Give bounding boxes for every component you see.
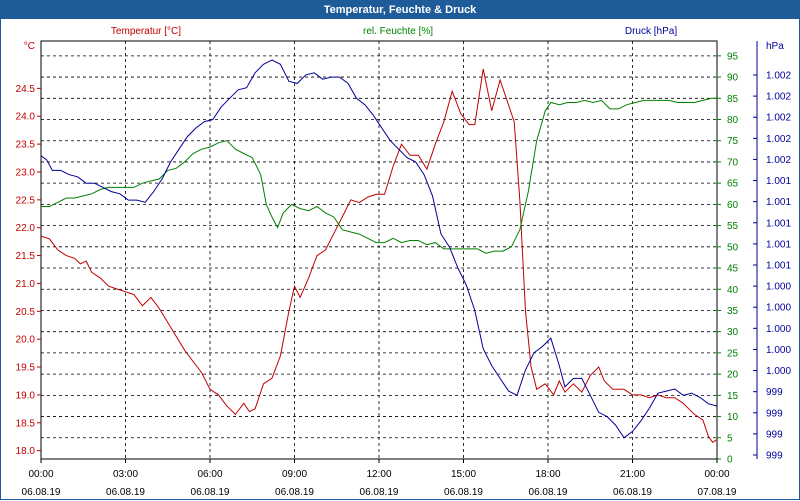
pressure-tick-label: 1.001 [766, 218, 791, 229]
chart-title: Temperatur, Feuchte & Druck [1, 1, 799, 19]
temperature-tick-label: 18.0 [16, 446, 36, 457]
pressure-tick-label: 1.000 [766, 303, 791, 314]
x-tick-date: 06.08.19 [529, 487, 568, 498]
temperature-tick-label: 19.5 [16, 363, 36, 374]
x-tick-date: 06.08.19 [360, 487, 399, 498]
x-tick-date: 07.08.19 [698, 487, 737, 498]
x-tick-time: 21:00 [620, 469, 645, 480]
pressure-tick-label: 999 [766, 408, 783, 419]
pressure-tick-label: 1.002 [766, 113, 791, 124]
x-tick-time: 18:00 [535, 469, 560, 480]
pressure-tick-label: 1.002 [766, 155, 791, 166]
pressure-tick-label: 1.000 [766, 282, 791, 293]
temperature-series-line [40, 68, 718, 443]
temperature-axis-unit: °C [24, 41, 35, 52]
temperature-tick-label: 20.0 [16, 335, 36, 346]
temperature-tick-label: 19.0 [16, 390, 36, 401]
x-tick-date: 06.08.19 [106, 487, 145, 498]
humidity-tick-label: 5 [727, 433, 733, 444]
humidity-axis-label: rel. Feuchte [%] [363, 26, 433, 37]
temperature-tick-label: 18.5 [16, 418, 36, 429]
pressure-tick-label: 1.002 [766, 92, 791, 103]
x-tick-time: 00:00 [704, 469, 729, 480]
humidity-tick-label: 90 [727, 73, 739, 84]
humidity-tick-label: 80 [727, 115, 739, 126]
humidity-tick-label: 30 [727, 327, 739, 338]
pressure-axis-unit: hPa [766, 41, 784, 52]
x-tick-date: 06.08.19 [613, 487, 652, 498]
temperature-tick-label: 20.5 [16, 307, 36, 318]
x-tick-time: 06:00 [197, 469, 222, 480]
humidity-tick-label: 85 [727, 94, 739, 105]
pressure-tick-label: 999 [766, 429, 783, 440]
pressure-tick-label: 999 [766, 387, 783, 398]
temperature-tick-label: 24.5 [16, 84, 36, 95]
humidity-tick-label: 45 [727, 264, 739, 275]
pressure-series-line [40, 59, 718, 439]
pressure-tick-label: 999 [766, 451, 783, 462]
pressure-tick-label: 1.002 [766, 134, 791, 145]
humidity-tick-label: 50 [727, 242, 739, 253]
temperature-tick-label: 23.0 [16, 167, 36, 178]
humidity-tick-label: 60 [727, 200, 739, 211]
x-tick-date: 06.08.19 [191, 487, 230, 498]
temperature-axis-label: Temperatur [°C] [111, 26, 181, 37]
pressure-tick-label: 1.000 [766, 324, 791, 335]
x-tick-time: 15:00 [451, 469, 476, 480]
x-tick-time: 00:00 [28, 469, 53, 480]
humidity-tick-label: 65 [727, 179, 739, 190]
humidity-tick-label: 15 [727, 391, 739, 402]
humidity-tick-label: 10 [727, 412, 739, 423]
humidity-tick-label: 70 [727, 157, 739, 168]
humidity-tick-label: 75 [727, 136, 739, 147]
temperature-tick-label: 22.0 [16, 223, 36, 234]
humidity-series-line [41, 97, 717, 254]
x-tick-time: 12:00 [366, 469, 391, 480]
humidity-tick-label: 55 [727, 221, 739, 232]
x-tick-time: 03:00 [113, 469, 138, 480]
humidity-tick-label: 0 [727, 455, 733, 466]
x-tick-date: 06.08.19 [275, 487, 314, 498]
pressure-tick-label: 1.000 [766, 345, 791, 356]
pressure-axis-label: Druck [hPa] [625, 26, 677, 37]
temperature-tick-label: 21.5 [16, 251, 36, 262]
humidity-tick-label: 40 [727, 285, 739, 296]
x-tick-date: 06.08.19 [444, 487, 483, 498]
temperature-tick-label: 21.0 [16, 279, 36, 290]
pressure-tick-label: 1.000 [766, 366, 791, 377]
pressure-tick-label: 1.002 [766, 71, 791, 82]
pressure-tick-label: 1.001 [766, 197, 791, 208]
humidity-tick-label: 35 [727, 306, 739, 317]
pressure-tick-label: 1.001 [766, 176, 791, 187]
temperature-tick-label: 23.5 [16, 140, 36, 151]
temperature-tick-label: 24.0 [16, 112, 36, 123]
humidity-tick-label: 20 [727, 370, 739, 381]
pressure-tick-label: 1.001 [766, 261, 791, 272]
humidity-tick-label: 95 [727, 51, 739, 62]
x-tick-date: 06.08.19 [22, 487, 61, 498]
temperature-tick-label: 22.5 [16, 195, 36, 206]
pressure-tick-label: 1.001 [766, 239, 791, 250]
x-tick-time: 09:00 [282, 469, 307, 480]
humidity-tick-label: 25 [727, 348, 739, 359]
